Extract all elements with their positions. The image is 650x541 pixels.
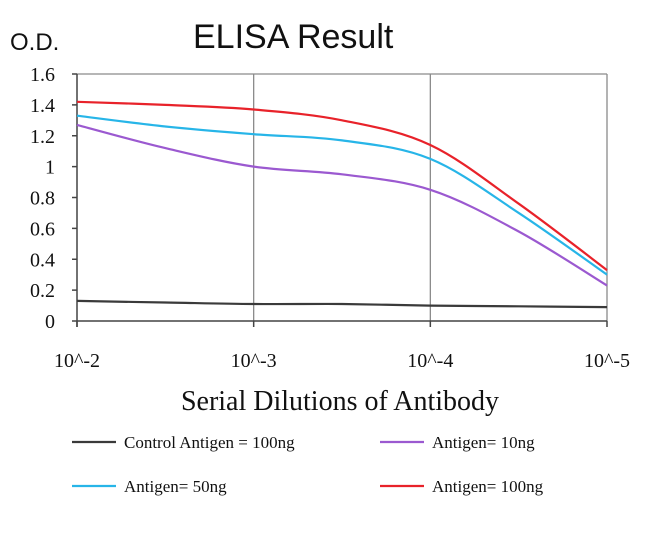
legend-label-0: Control Antigen = 100ng (124, 433, 295, 452)
x-tick-labels: 10^-2 10^-3 10^-4 10^-5 (54, 350, 630, 372)
legend-label-1: Antigen= 10ng (432, 433, 535, 452)
legend: Control Antigen = 100ng Antigen= 10ng Anti… (72, 433, 544, 496)
x-tick-label: 10^-2 (54, 350, 100, 372)
x-axis-label: Serial Dilutions of Antibody (181, 386, 499, 417)
legend-label-3: Antigen= 100ng (432, 477, 544, 496)
y-tick-label: 1 (45, 157, 55, 179)
legend-label-2: Antigen= 50ng (124, 477, 227, 496)
x-tick-label: 10^-3 (231, 350, 277, 372)
series-line-2 (76, 114, 608, 276)
y-tick-label: 0.4 (30, 249, 55, 271)
y-tick-labels: 1.6 1.4 1.2 1 0.8 0.6 0.4 0.2 0 (30, 64, 55, 333)
y-tick-label: 1.6 (30, 64, 55, 86)
x-tick-label: 10^-5 (584, 350, 630, 372)
grid-lines (77, 73, 608, 321)
series-line-1 (76, 123, 608, 287)
y-tick-label: 0.8 (30, 188, 55, 210)
chart-title: ELISA Result (193, 18, 394, 56)
y-tick-label: 0 (45, 311, 55, 333)
series-lines (76, 100, 608, 309)
y-tick-label: 1.2 (30, 126, 55, 148)
axes (72, 73, 608, 327)
x-tick-label: 10^-4 (407, 350, 453, 372)
series-line-3 (76, 100, 608, 271)
y-axis-label: O.D. (10, 29, 59, 56)
y-tick-label: 0.2 (30, 280, 55, 302)
y-tick-label: 0.6 (30, 218, 55, 240)
y-tick-label: 1.4 (30, 95, 55, 117)
series-line-0 (76, 299, 608, 309)
